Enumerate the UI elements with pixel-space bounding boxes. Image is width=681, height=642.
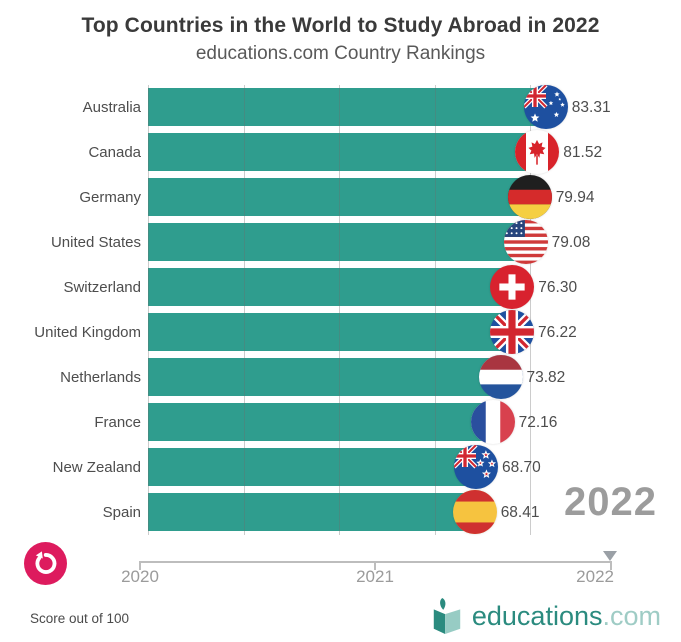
score-bar: [148, 268, 513, 306]
score-footnote: Score out of 100: [30, 611, 130, 626]
timeline-tick-2022: [610, 561, 612, 570]
educations-logo-text: educations.com: [471, 600, 661, 631]
score-bar: [148, 448, 476, 486]
united-states-flag-icon: [503, 220, 548, 264]
score-value: 73.82: [526, 368, 566, 386]
chart-title: Top Countries in the World to Study Abro…: [81, 14, 600, 37]
bar-row: United States 79.08: [0, 220, 681, 265]
score-value: 68.70: [502, 458, 541, 476]
country-label: Germany: [79, 189, 141, 206]
country-label: Netherlands: [60, 369, 141, 386]
netherlands-flag-icon: [478, 355, 523, 399]
score-bar: [148, 178, 530, 216]
score-gridline-20: [243, 85, 245, 535]
score-value: 76.22: [538, 323, 577, 341]
bar-row: New Zealand 68.70: [0, 445, 681, 490]
score-value: 81.52: [563, 143, 603, 161]
score-value: 72.16: [518, 413, 558, 431]
score-bar: [148, 493, 475, 531]
new-zealand-flag-icon: [454, 445, 498, 489]
score-value: 68.41: [500, 503, 540, 521]
bar-row: Australia 83.31: [0, 85, 681, 130]
score-gridline-0: [148, 85, 149, 535]
country-label: Canada: [88, 144, 141, 161]
country-label: New Zealand: [52, 459, 141, 476]
country-label: Australia: [82, 99, 141, 116]
bar-row: France 72.16: [0, 400, 681, 445]
germany-flag-icon: [507, 175, 552, 219]
score-value: 76.30: [538, 278, 578, 296]
plot-area: Australia 83.31 Canada 81.52 Germany 79.94 Uni…: [0, 85, 681, 535]
score-bar: [148, 313, 512, 351]
bar-row: Spain 68.41: [0, 490, 681, 535]
timeline-label-2021: 2021: [356, 567, 394, 586]
switzerland-flag-icon: [490, 265, 535, 309]
bar-row: Switzerland 76.30: [0, 265, 681, 310]
bar-row: United Kingdom 76.22: [0, 310, 681, 355]
score-bar: [148, 223, 526, 261]
country-label: Switzerland: [63, 279, 141, 296]
timeline-label-2022: 2022: [576, 567, 614, 586]
timeline-slider-track[interactable]: [140, 561, 612, 563]
australia-flag-icon: [523, 85, 568, 129]
timeline-tick-2021: [374, 561, 376, 570]
country-label: United Kingdom: [34, 324, 141, 341]
country-label: France: [94, 414, 141, 431]
canada-flag-icon: [515, 130, 560, 174]
score-gridline-60: [434, 85, 436, 535]
timeline-label-2020: 2020: [121, 567, 159, 586]
score-value: 79.94: [555, 188, 595, 206]
educations-book-icon: [430, 596, 464, 636]
spain-flag-icon: [452, 490, 497, 534]
bar-row: Canada 81.52: [0, 130, 681, 175]
score-gridline-80: [530, 85, 531, 535]
united-kingdom-flag-icon: [490, 310, 534, 354]
timeline-slider-handle[interactable]: [603, 551, 617, 561]
score-bar: [148, 88, 546, 126]
score-gridline-40: [339, 85, 340, 535]
score-bar: [148, 403, 493, 441]
country-label: Spain: [102, 504, 141, 521]
bar-row: Netherlands 73.82: [0, 355, 681, 400]
score-bar: [148, 358, 501, 396]
score-value: 79.08: [551, 233, 591, 251]
educations-logo[interactable]: educations.com: [430, 596, 661, 636]
country-label: United States: [50, 234, 141, 251]
current-year-watermark: 2022: [564, 480, 657, 524]
france-flag-icon: [470, 400, 515, 444]
chart-subtitle: educations.com Country Rankings: [195, 43, 486, 64]
bar-row: Germany 79.94: [0, 175, 681, 220]
replay-button[interactable]: [24, 542, 67, 585]
replay-icon: [32, 550, 59, 577]
score-value: 83.31: [571, 98, 611, 116]
timeline-tick-2020: [139, 561, 141, 570]
score-bar: [148, 133, 538, 171]
